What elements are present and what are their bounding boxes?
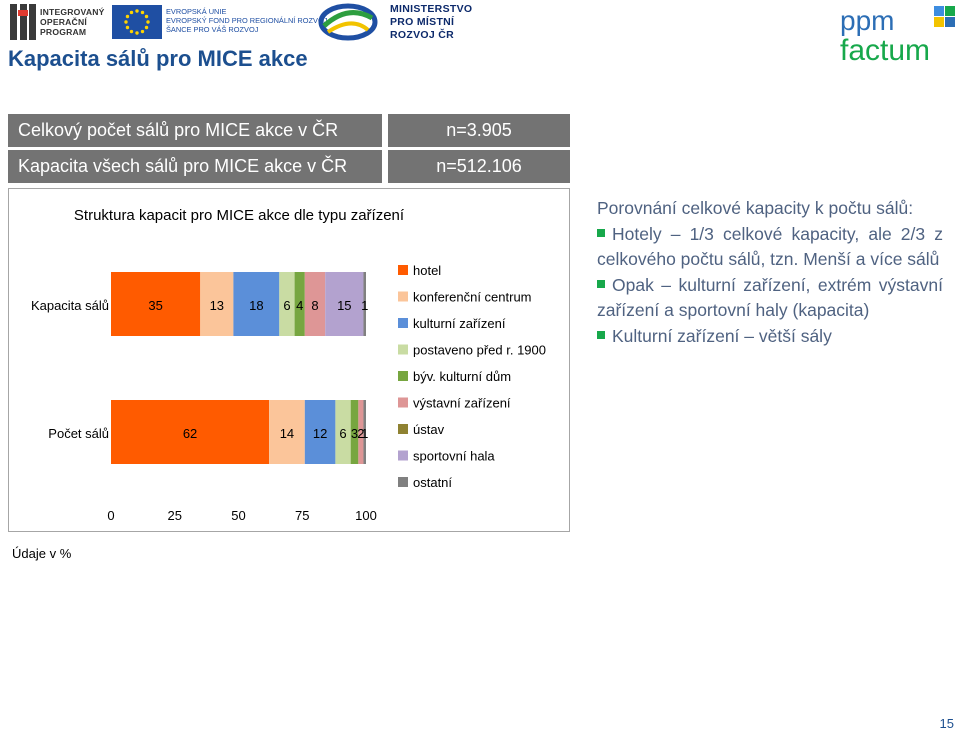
bar-segment: [279, 272, 295, 336]
legend-entry: postaveno před r. 1900: [413, 343, 546, 358]
bar-segment: [200, 272, 234, 336]
legend-entry: konferenční centrum: [413, 290, 532, 305]
commentary-intro: Porovnání celkové kapacity k počtu sálů:: [597, 198, 914, 218]
x-tick-label: 25: [168, 508, 182, 523]
ppm-factum-logo: ppm factum: [840, 5, 955, 64]
eu-star: [125, 25, 130, 30]
legend-entry: sportovní hala: [413, 449, 495, 464]
legend-swatch: [398, 424, 408, 434]
eu-star: [135, 9, 139, 13]
legend-swatch: [398, 265, 408, 275]
legend-entry: ostatní: [413, 475, 452, 490]
bar-segment: [325, 272, 364, 336]
eu-star: [125, 14, 130, 19]
bar-segment: [233, 272, 280, 336]
data-label: 12: [313, 426, 327, 441]
chart-panel: Struktura kapacit pro MICE akce dle typu…: [8, 188, 570, 532]
square-bullet-icon: [597, 279, 605, 288]
data-label: 2: [357, 426, 364, 441]
eu-star: [140, 29, 145, 34]
eu-star: [124, 20, 128, 24]
x-tick-label: 75: [295, 508, 309, 523]
iop-logo-text: INTEGROVANÝ OPERAČNÍ PROGRAM: [40, 7, 105, 37]
bar-segment: [350, 400, 359, 464]
data-label: 6: [283, 298, 290, 313]
iop-logo: INTEGROVANÝ OPERAČNÍ PROGRAM: [10, 4, 104, 40]
legend-swatch: [398, 371, 408, 381]
data-label: 18: [249, 298, 263, 313]
legend-entry: ústav: [413, 422, 445, 437]
commentary-bullet: Hotely – 1/3 celkové kapacity, ale 2/3 z…: [597, 223, 943, 269]
eu-star: [140, 10, 145, 15]
legend-entry: býv. kulturní dům: [413, 369, 511, 384]
square-bullet-icon: [597, 330, 605, 339]
data-label: 1: [361, 298, 368, 313]
eu-star: [144, 25, 149, 30]
legend-swatch: [398, 397, 408, 408]
commentary-bullet: Kulturní zařízení – větší sály: [597, 324, 943, 350]
page-title: Kapacita sálů pro MICE akce: [8, 46, 308, 71]
total-capacity-value: n=512.106: [388, 150, 570, 183]
stacked-bar-chart: Struktura kapacit pro MICE akce dle typu…: [31, 207, 546, 523]
svg-text:ppm: ppm: [840, 5, 894, 36]
iop-logo-mark: [10, 4, 36, 40]
bar-segment: [111, 272, 201, 336]
bar-segment: [294, 272, 305, 336]
data-label: 15: [337, 298, 351, 313]
legend-entry: hotel: [413, 263, 441, 278]
bar-segment: [269, 400, 305, 464]
data-label: 62: [183, 426, 197, 441]
legend-swatch: [398, 344, 408, 355]
eu-flag-logo: [112, 5, 162, 39]
data-label: 6: [339, 426, 346, 441]
bar-segment: [111, 400, 270, 464]
eu-logo-text: EVROPSKÁ UNIE EVROPSKÝ FOND PRO REGIONÁL…: [166, 7, 328, 34]
legend-swatch: [398, 450, 408, 461]
ministry-swirl-logo: [318, 3, 378, 41]
legend-swatch: [398, 291, 408, 302]
chart-title: Struktura kapacit pro MICE akce dle typu…: [74, 207, 405, 224]
legend-swatch: [398, 477, 408, 487]
x-tick-label: 0: [107, 508, 114, 523]
page-number: 15: [939, 716, 954, 730]
data-label: 3: [351, 426, 358, 441]
data-label: 13: [210, 298, 224, 313]
eu-stars-icon: [124, 9, 150, 35]
category-label: Kapacita sálů: [31, 298, 109, 313]
units-note: Údaje v %: [12, 546, 72, 561]
bar-segment: [358, 400, 364, 464]
eu-star: [129, 29, 134, 34]
legend-entry: výstavní zařízení: [413, 396, 511, 411]
data-label: 8: [311, 298, 318, 313]
commentary-text: Porovnání celkové kapacity k počtu sálů:…: [597, 196, 943, 349]
bar-segment: [335, 400, 351, 464]
bar-segment: [363, 400, 366, 464]
square-bullet-icon: [597, 228, 605, 237]
bar-segment: [304, 272, 326, 336]
legend-entry: kulturní zařízení: [413, 316, 506, 331]
eu-star: [146, 20, 150, 24]
total-count-value: n=3.905: [388, 114, 570, 147]
x-tick-label: 100: [355, 508, 377, 523]
eu-star: [144, 14, 149, 19]
ministry-logo-text: MINISTERSTVO PRO MÍSTNÍ ROZVOJ ČR: [390, 3, 473, 41]
svg-text:factum: factum: [840, 34, 930, 64]
bar-segment: [363, 272, 366, 336]
eu-star: [135, 31, 139, 35]
legend-swatch: [398, 318, 408, 328]
total-capacity-label: Kapacita všech sálů pro MICE akce v ČR: [8, 150, 382, 183]
data-label: 14: [280, 426, 294, 441]
data-label: 35: [148, 298, 162, 313]
eu-star: [129, 10, 134, 15]
commentary-bullet-list: Hotely – 1/3 celkové kapacity, ale 2/3 z…: [597, 222, 943, 350]
bar-segment: [304, 400, 336, 464]
commentary-bullet: Opak – kulturní zařízení, extrém výstavn…: [597, 274, 943, 320]
category-label: Počet sálů: [48, 426, 109, 441]
data-label: 1: [361, 426, 368, 441]
total-count-label: Celkový počet sálů pro MICE akce v ČR: [8, 114, 382, 147]
data-label: 4: [296, 298, 303, 313]
x-tick-label: 50: [231, 508, 245, 523]
